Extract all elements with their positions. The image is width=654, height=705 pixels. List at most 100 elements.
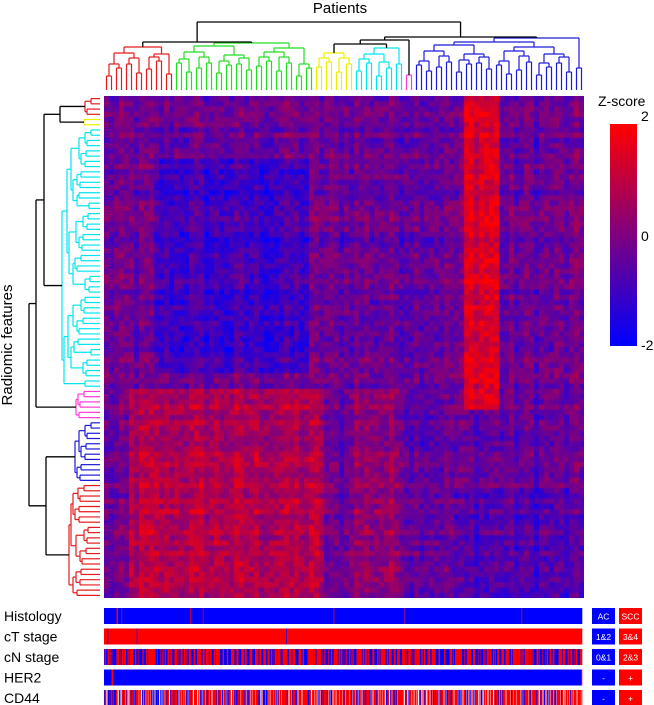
track-segment [166,690,168,705]
track-segment [390,690,392,705]
track-segment [125,690,127,705]
track-segment [438,649,441,665]
track-segment [259,649,262,665]
track-segment [478,649,481,665]
track-segment [560,690,562,705]
track-segment [231,690,233,705]
track-segment [522,649,524,665]
track-segment [202,649,206,665]
track-segment [397,690,404,705]
track-segment [409,690,412,705]
track-segment [206,649,210,665]
track-segment [160,649,163,665]
track-segment [170,690,174,705]
track-segment [432,690,434,705]
track-segment [228,690,230,705]
track-segment [177,690,179,705]
track-segment [226,649,229,665]
track-segment [193,690,198,705]
track-segment [147,649,149,665]
track-segment [211,690,213,705]
track-segment [185,690,187,705]
track-segment [312,649,314,665]
track-segment [458,690,460,705]
track-segment [244,649,248,665]
colorbar-tick-mid: 0 [641,228,649,244]
track-segment [128,649,130,665]
track-segment [524,649,530,665]
track-label-2: cN stage [4,649,59,665]
track-segment [270,649,273,665]
track-segment [204,649,207,665]
track-segment [164,649,167,665]
track-segment [295,649,299,665]
track-segment [185,649,187,665]
track-segment [414,690,417,705]
track-segment [517,649,519,665]
track-segment [454,690,458,705]
track-segment [453,649,456,665]
track-segment [169,649,171,665]
track-segment [506,690,511,705]
track-segment [141,690,143,705]
track-segment [539,690,541,705]
track-segment [156,690,158,705]
track-segment [480,649,482,665]
track-segment [497,649,500,665]
track-segment [414,649,421,665]
track-segment [315,649,317,665]
track-segment [267,690,269,705]
track-segment [164,649,165,665]
track-segment [265,690,268,705]
track-segment [524,649,526,665]
track-segment [244,690,247,705]
track-segment [173,690,175,705]
track-segment [367,649,370,665]
track-segment [343,690,345,705]
track-segment [209,690,211,705]
track-segment [257,690,259,705]
track-segment [203,608,334,624]
track-segment [483,690,486,705]
track-segment [395,649,398,665]
track-segment [330,649,333,665]
track-segment [418,690,421,705]
track-segment [274,690,276,705]
track-segment [126,649,128,665]
track-segment [223,690,226,705]
track-segment [238,690,240,705]
track-segment [136,628,138,645]
track-segment [252,649,256,665]
track-segment [552,649,554,665]
track-segment [408,649,412,665]
track-segment [116,608,119,624]
track-segment [272,649,274,665]
track-segment [413,690,415,705]
track-segment [513,690,517,705]
track-segment [394,690,396,705]
legend-label-3-1: + [628,673,633,683]
track-segment [372,649,375,665]
track-segment [404,690,406,705]
track-segment [309,690,311,705]
colorbar-title: Z-score [598,93,646,109]
track-segment [540,690,542,705]
colorbar-tick-max: 2 [641,108,649,124]
track-segment [561,690,564,705]
track-segment [119,649,121,665]
track-segment [313,649,316,665]
track-segment [511,690,513,705]
track-segment [258,649,260,665]
track-segment [464,649,466,665]
track-segment [546,649,549,665]
track-segment [123,690,126,705]
track-segment [216,690,218,705]
track-segment [227,690,229,705]
track-segment [379,649,381,665]
track-segment [122,608,191,624]
track-segment [451,690,453,705]
track-segment [238,649,242,665]
track-segment [395,690,397,705]
track-segment [208,649,210,665]
track-segment [137,628,287,645]
